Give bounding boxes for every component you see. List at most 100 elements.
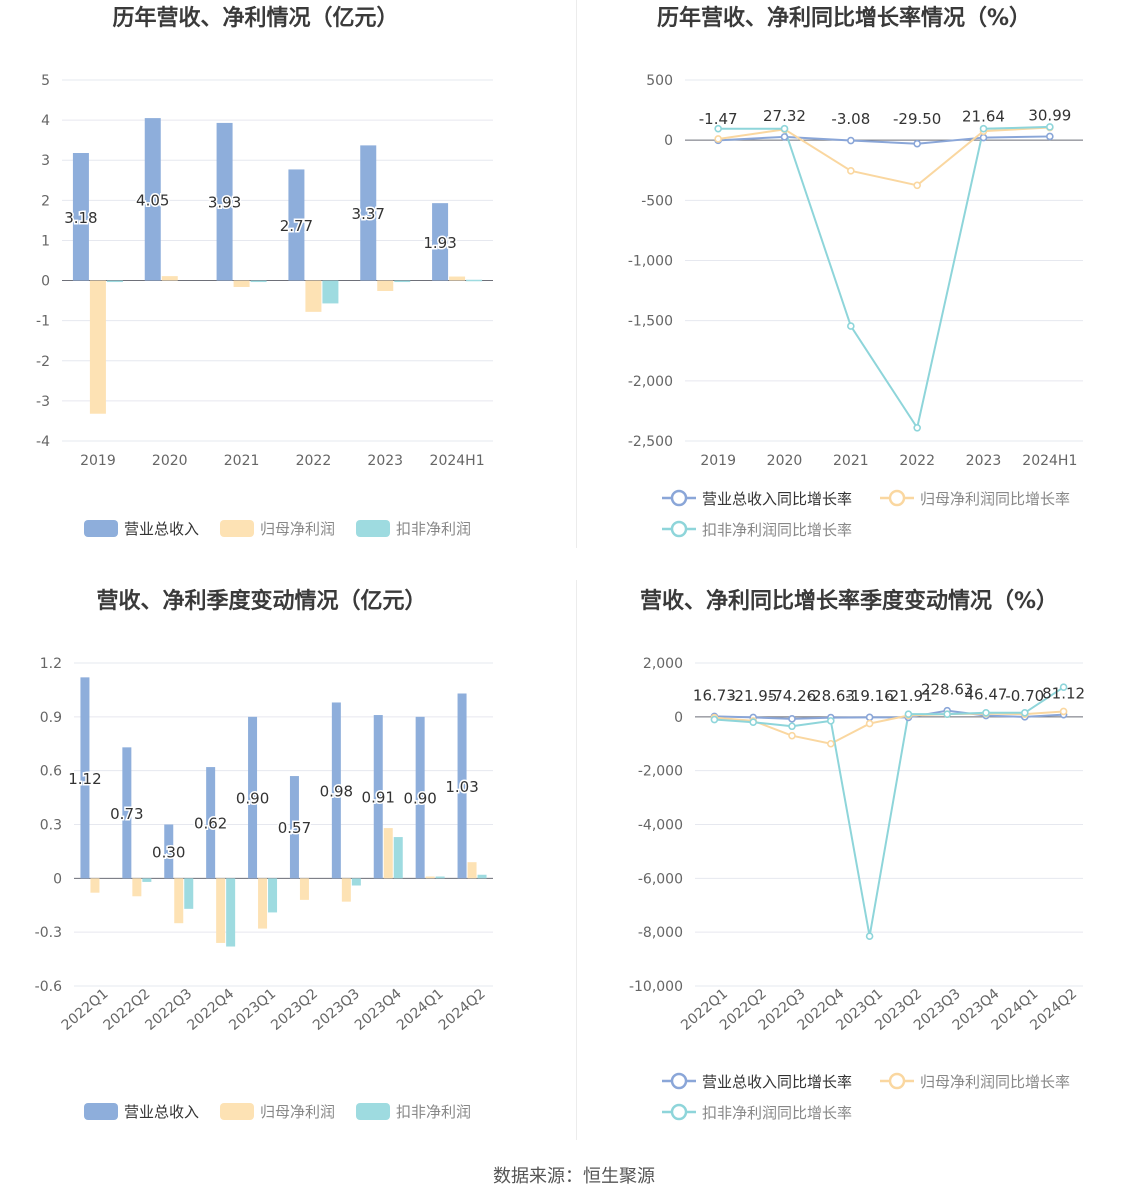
series-point[interactable] [865,719,874,728]
series-point[interactable] [826,717,835,725]
legend-marker[interactable] [670,1103,688,1121]
bar-nonrecurring-profit[interactable] [466,279,483,282]
bar-revenue[interactable] [144,118,161,281]
legend-marker[interactable] [888,1072,906,1090]
bar-parent-profit[interactable] [89,280,106,414]
bar-revenue[interactable] [373,715,383,879]
legend-swatch[interactable] [220,1103,254,1120]
bar-parent-profit[interactable] [425,876,435,879]
legend-marker[interactable] [670,1072,688,1090]
bar-nonrecurring-profit[interactable] [106,280,123,283]
bar-nonrecurring-profit[interactable] [250,280,267,283]
series-point[interactable] [979,124,988,133]
bar-parent-profit[interactable] [132,878,142,897]
y-tick-label: 2 [41,193,50,209]
y-tick-label: -2,500 [628,434,673,450]
bar-revenue[interactable] [248,716,258,879]
series-point[interactable] [714,135,722,143]
legend-marker[interactable] [670,489,688,507]
bar-revenue[interactable] [331,702,341,879]
series-point[interactable] [847,322,855,330]
series-point[interactable] [904,710,913,718]
series-point[interactable] [1021,708,1029,717]
bar-parent-profit[interactable] [258,878,268,929]
bar-parent-profit[interactable] [341,878,351,902]
y-tick-label: -2 [36,354,50,370]
bar-parent-profit[interactable] [90,878,100,893]
bar-revenue[interactable] [164,824,174,879]
bar-revenue[interactable] [289,776,299,879]
legend-swatch[interactable] [356,520,390,537]
annual-values-chart [0,0,574,560]
series-point[interactable] [913,423,921,432]
bar-revenue[interactable] [216,122,233,281]
bar-revenue[interactable] [360,145,377,281]
bar-parent-profit[interactable] [233,280,250,287]
bar-nonrecurring-profit[interactable] [226,878,236,947]
bar-nonrecurring-profit[interactable] [184,878,194,909]
series-point[interactable] [1046,132,1054,141]
series-point[interactable] [1046,123,1054,131]
x-tick-label: 2023 [966,453,1002,469]
bar-nonrecurring-profit[interactable] [142,878,152,882]
bar-revenue[interactable] [457,693,467,879]
series-point[interactable] [710,715,719,724]
series-point[interactable] [788,722,796,731]
series-point[interactable] [1059,707,1068,716]
bar-parent-profit[interactable] [161,276,178,281]
series-point[interactable] [982,708,990,717]
series-point[interactable] [913,139,921,148]
vertical-divider-bottom [576,580,577,1140]
bar-revenue[interactable] [206,767,216,879]
bar-parent-profit[interactable] [377,280,394,291]
bar-data-label: 0.91 [362,789,395,807]
bar-parent-profit[interactable] [174,878,184,924]
bar-parent-profit[interactable] [299,878,309,900]
legend-label: 营业总收入同比增长率 [702,1073,852,1091]
line-data-label: -19.16 [845,687,893,705]
line-data-label: 228.63 [921,681,974,699]
series-point[interactable] [826,739,835,748]
series-point[interactable] [780,124,789,133]
bar-parent-profit[interactable] [216,878,226,943]
legend-swatch[interactable] [84,1103,118,1120]
series-point[interactable] [714,124,722,133]
series-point[interactable] [847,136,855,145]
bar-revenue[interactable] [432,203,449,281]
bar-revenue[interactable] [415,716,425,879]
bar-nonrecurring-profit[interactable] [351,878,361,886]
series-point[interactable] [913,181,921,190]
legend-swatch[interactable] [220,520,254,537]
legend-marker[interactable] [888,489,906,507]
bar-nonrecurring-profit[interactable] [394,280,411,283]
bar-revenue[interactable] [72,153,89,281]
bar-parent-profit[interactable] [467,862,477,879]
legend-marker[interactable] [670,520,688,538]
bar-nonrecurring-profit[interactable] [268,878,278,913]
series-point[interactable] [943,710,952,718]
series-point[interactable] [788,715,796,723]
bar-nonrecurring-profit[interactable] [322,280,339,304]
bar-parent-profit[interactable] [383,828,393,879]
legend-label: 归母净利润同比增长率 [920,490,1070,508]
bar-nonrecurring-profit[interactable] [435,876,445,879]
bar-parent-profit[interactable] [305,280,322,312]
bar-parent-profit[interactable] [449,276,466,281]
series-point[interactable] [847,167,855,175]
bar-revenue[interactable] [288,169,305,281]
legend-swatch[interactable] [356,1103,390,1120]
series-point[interactable] [780,133,789,141]
series-point[interactable] [865,932,874,941]
series-point[interactable] [749,718,758,727]
line-data-label: -3.08 [831,110,870,128]
y-tick-label: 0.9 [40,710,62,726]
bar-nonrecurring-profit[interactable] [393,837,403,879]
bar-revenue[interactable] [122,747,132,879]
series-point[interactable] [788,731,796,740]
x-tick-label: 2021 [224,453,260,469]
bar-nonrecurring-profit[interactable] [477,874,487,879]
legend-swatch[interactable] [84,520,118,537]
bar-revenue[interactable] [80,677,90,879]
series-point[interactable] [1059,683,1068,692]
bar-data-label: 0.30 [152,843,185,861]
